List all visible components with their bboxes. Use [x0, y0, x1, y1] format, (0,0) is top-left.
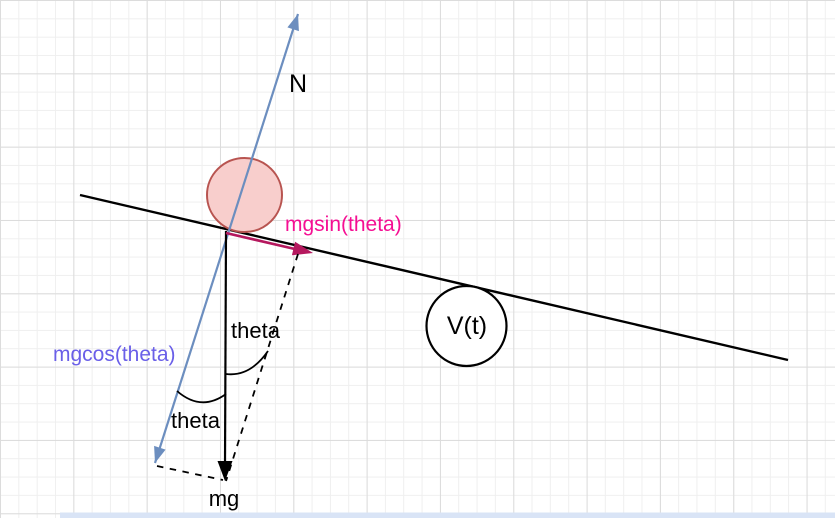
- mgcos-arrowhead-icon: [154, 445, 166, 463]
- label-normal-force[interactable]: N: [289, 70, 307, 98]
- ball[interactable]: [206, 157, 283, 233]
- label-theta-upper[interactable]: theta: [231, 318, 281, 343]
- mg-arrowhead-icon: [217, 461, 233, 481]
- dashed-mgsin-component-line[interactable]: [225, 253, 299, 482]
- label-mg[interactable]: mg: [209, 486, 240, 511]
- selection-strip[interactable]: [60, 512, 835, 518]
- incline-line[interactable]: [79, 193, 789, 362]
- normal-arrowhead-icon: [287, 14, 299, 32]
- label-mgsin[interactable]: mgsin(theta): [285, 213, 402, 236]
- dashed-mgcos-component-line[interactable]: [156, 465, 224, 481]
- mg-line[interactable]: [223, 230, 228, 465]
- angle-arc-lower[interactable]: [176, 390, 227, 404]
- velocity-circle[interactable]: [425, 284, 508, 368]
- mgsin-line[interactable]: [225, 231, 298, 251]
- angle-arc-upper[interactable]: [225, 350, 269, 376]
- mgsin-arrowhead-icon: [291, 241, 313, 256]
- label-mgcos[interactable]: mgcos(theta): [53, 343, 176, 366]
- velocity-label[interactable]: V(t): [447, 312, 487, 340]
- label-theta-lower[interactable]: theta: [171, 408, 221, 433]
